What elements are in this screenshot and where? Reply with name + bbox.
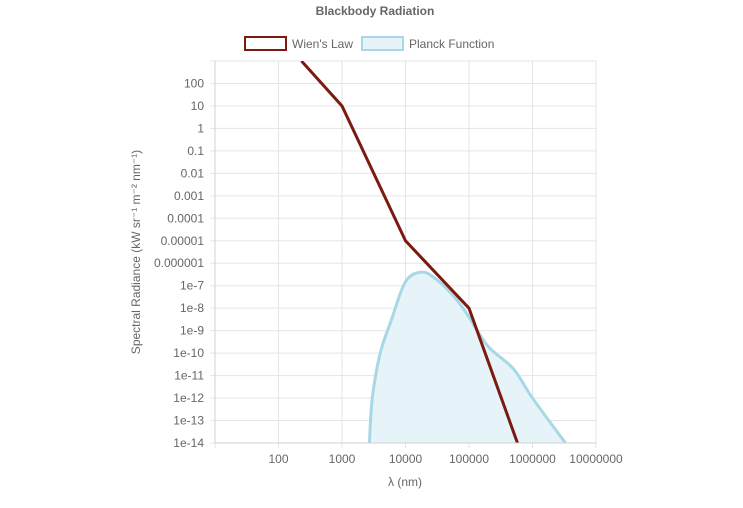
x-tick-label: 10000 xyxy=(389,452,423,466)
legend: Wien's Law Planck Function xyxy=(244,36,494,51)
axes xyxy=(214,61,596,444)
x-axis-ticks: 100 1000 10000 100000 1000000 10000000 xyxy=(268,452,623,466)
series-wien-s-law xyxy=(300,61,519,443)
x-tick-label: 1000 xyxy=(329,452,356,466)
y-tick-label: 1e-14 xyxy=(173,436,204,450)
y-tick-label: 0.01 xyxy=(181,166,205,180)
legend-label-planck-function: Planck Function xyxy=(409,37,494,51)
y-tick-label: 1e-8 xyxy=(180,301,204,315)
y-tick-label: 10 xyxy=(191,99,205,113)
chart-title: Blackbody Radiation xyxy=(316,4,435,18)
x-tick-label: 100 xyxy=(268,452,288,466)
legend-item-planck-function[interactable]: Planck Function xyxy=(361,36,494,51)
x-tick-label: 10000000 xyxy=(569,452,623,466)
y-axis-label: Spectral Radiance (kW sr⁻¹ m⁻² nm⁻¹) xyxy=(129,150,143,354)
y-tick-label: 0.001 xyxy=(174,189,204,203)
series-planck-function xyxy=(367,270,567,443)
series-line-planck-function xyxy=(367,270,567,443)
y-axis-ticks: 100 10 1 0.1 0.01 0.001 0.0001 0.00001 0.000001 1… xyxy=(154,76,204,450)
y-tick-label: 1e-10 xyxy=(173,346,204,360)
x-tick-label: 100000 xyxy=(449,452,489,466)
y-tick-label: 1e-7 xyxy=(180,279,204,293)
y-tick-label: 1e-13 xyxy=(173,414,204,428)
y-tick-label: 1e-11 xyxy=(174,369,204,383)
y-tick-label: 1e-12 xyxy=(173,391,204,405)
y-tick-label: 1 xyxy=(197,121,204,135)
legend-label-wiens-law: Wien's Law xyxy=(292,37,353,51)
y-tick-label: 0.1 xyxy=(187,144,204,158)
legend-item-wiens-law[interactable]: Wien's Law xyxy=(244,36,353,51)
y-tick-label: 0.0001 xyxy=(167,211,204,225)
series-layer xyxy=(300,61,567,443)
y-tick-label: 0.000001 xyxy=(154,256,204,270)
legend-swatch-wiens-law xyxy=(244,36,287,51)
x-tick-label: 1000000 xyxy=(509,452,556,466)
series-area-planck-function xyxy=(369,272,566,443)
x-axis-label: λ (nm) xyxy=(388,475,422,489)
series-line-wien-s-law xyxy=(300,61,519,443)
y-tick-label: 0.00001 xyxy=(161,234,205,248)
legend-swatch-planck-function xyxy=(361,36,404,51)
y-tick-label: 1e-9 xyxy=(180,324,204,338)
y-tick-label: 100 xyxy=(184,76,204,90)
